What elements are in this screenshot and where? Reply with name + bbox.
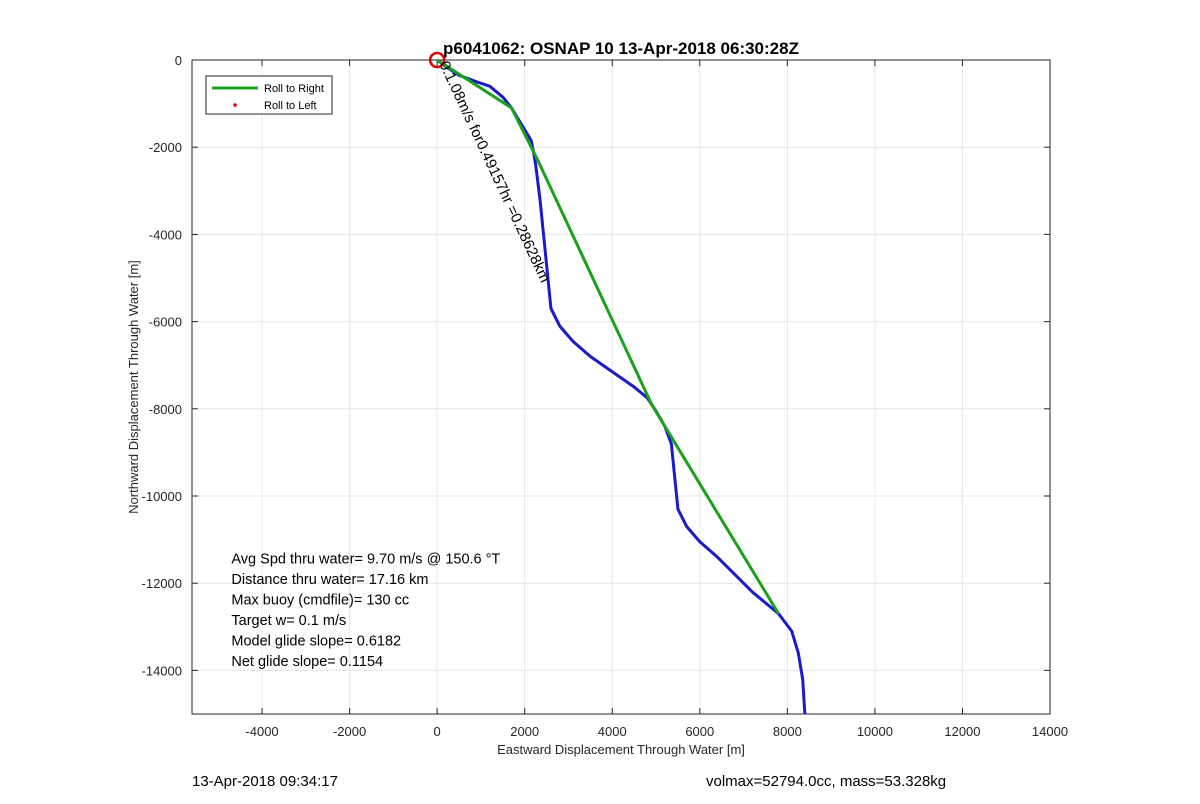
x-tick-label: 14000	[1032, 724, 1068, 739]
footer-timestamp: 13-Apr-2018 09:34:17	[192, 773, 338, 790]
stats-line: Model glide slope= 0.6182	[231, 634, 401, 650]
y-tick-label: -14000	[142, 663, 182, 678]
stats-line: Avg Spd thru water= 9.70 m/s @ 150.6 °T	[231, 552, 500, 568]
stats-line: Max buoy (cmdfile)= 130 cc	[231, 593, 409, 609]
x-axis-label: Eastward Displacement Through Water [m]	[497, 742, 745, 757]
plot-frame	[191, 59, 1051, 715]
y-axis-label: Northward Displacement Through Water [m]	[126, 260, 141, 514]
x-tick-label: -2000	[333, 724, 366, 739]
legend-dot-swatch	[233, 103, 237, 107]
legend-label: Roll to Right	[264, 83, 324, 95]
x-tick-label: 10000	[857, 724, 893, 739]
x-tick-label: 12000	[944, 724, 980, 739]
y-tick-label: 0	[175, 53, 182, 68]
x-tick-label: -4000	[245, 724, 278, 739]
footer-volmass: volmax=52794.0cc, mass=53.328kg	[706, 773, 947, 790]
x-tick-label: 8000	[773, 724, 802, 739]
y-tick-label: -8000	[149, 402, 182, 417]
y-tick-label: -2000	[149, 140, 182, 155]
roll-to-right-line	[436, 58, 780, 615]
x-tick-label: 4000	[598, 724, 627, 739]
legend-label: Roll to Left	[264, 100, 317, 112]
y-tick-label: -6000	[149, 315, 182, 330]
legend-box	[205, 75, 333, 115]
x-tick-label: 6000	[685, 724, 714, 739]
y-tick-label: -10000	[142, 489, 182, 504]
stats-line: Net glide slope= 0.1154	[231, 654, 383, 670]
stats-line: Target w= 0.1 m/s	[231, 613, 346, 629]
y-tick-label: -12000	[142, 576, 182, 591]
chart-title: p6041062: OSNAP 10 13-Apr-2018 06:30:28Z	[443, 39, 799, 58]
x-tick-label: 2000	[510, 724, 539, 739]
start-marker	[428, 51, 446, 69]
stats-line: Distance thru water= 17.16 km	[231, 572, 428, 588]
y-tick-label: -4000	[149, 227, 182, 242]
x-tick-label: 0	[434, 724, 441, 739]
